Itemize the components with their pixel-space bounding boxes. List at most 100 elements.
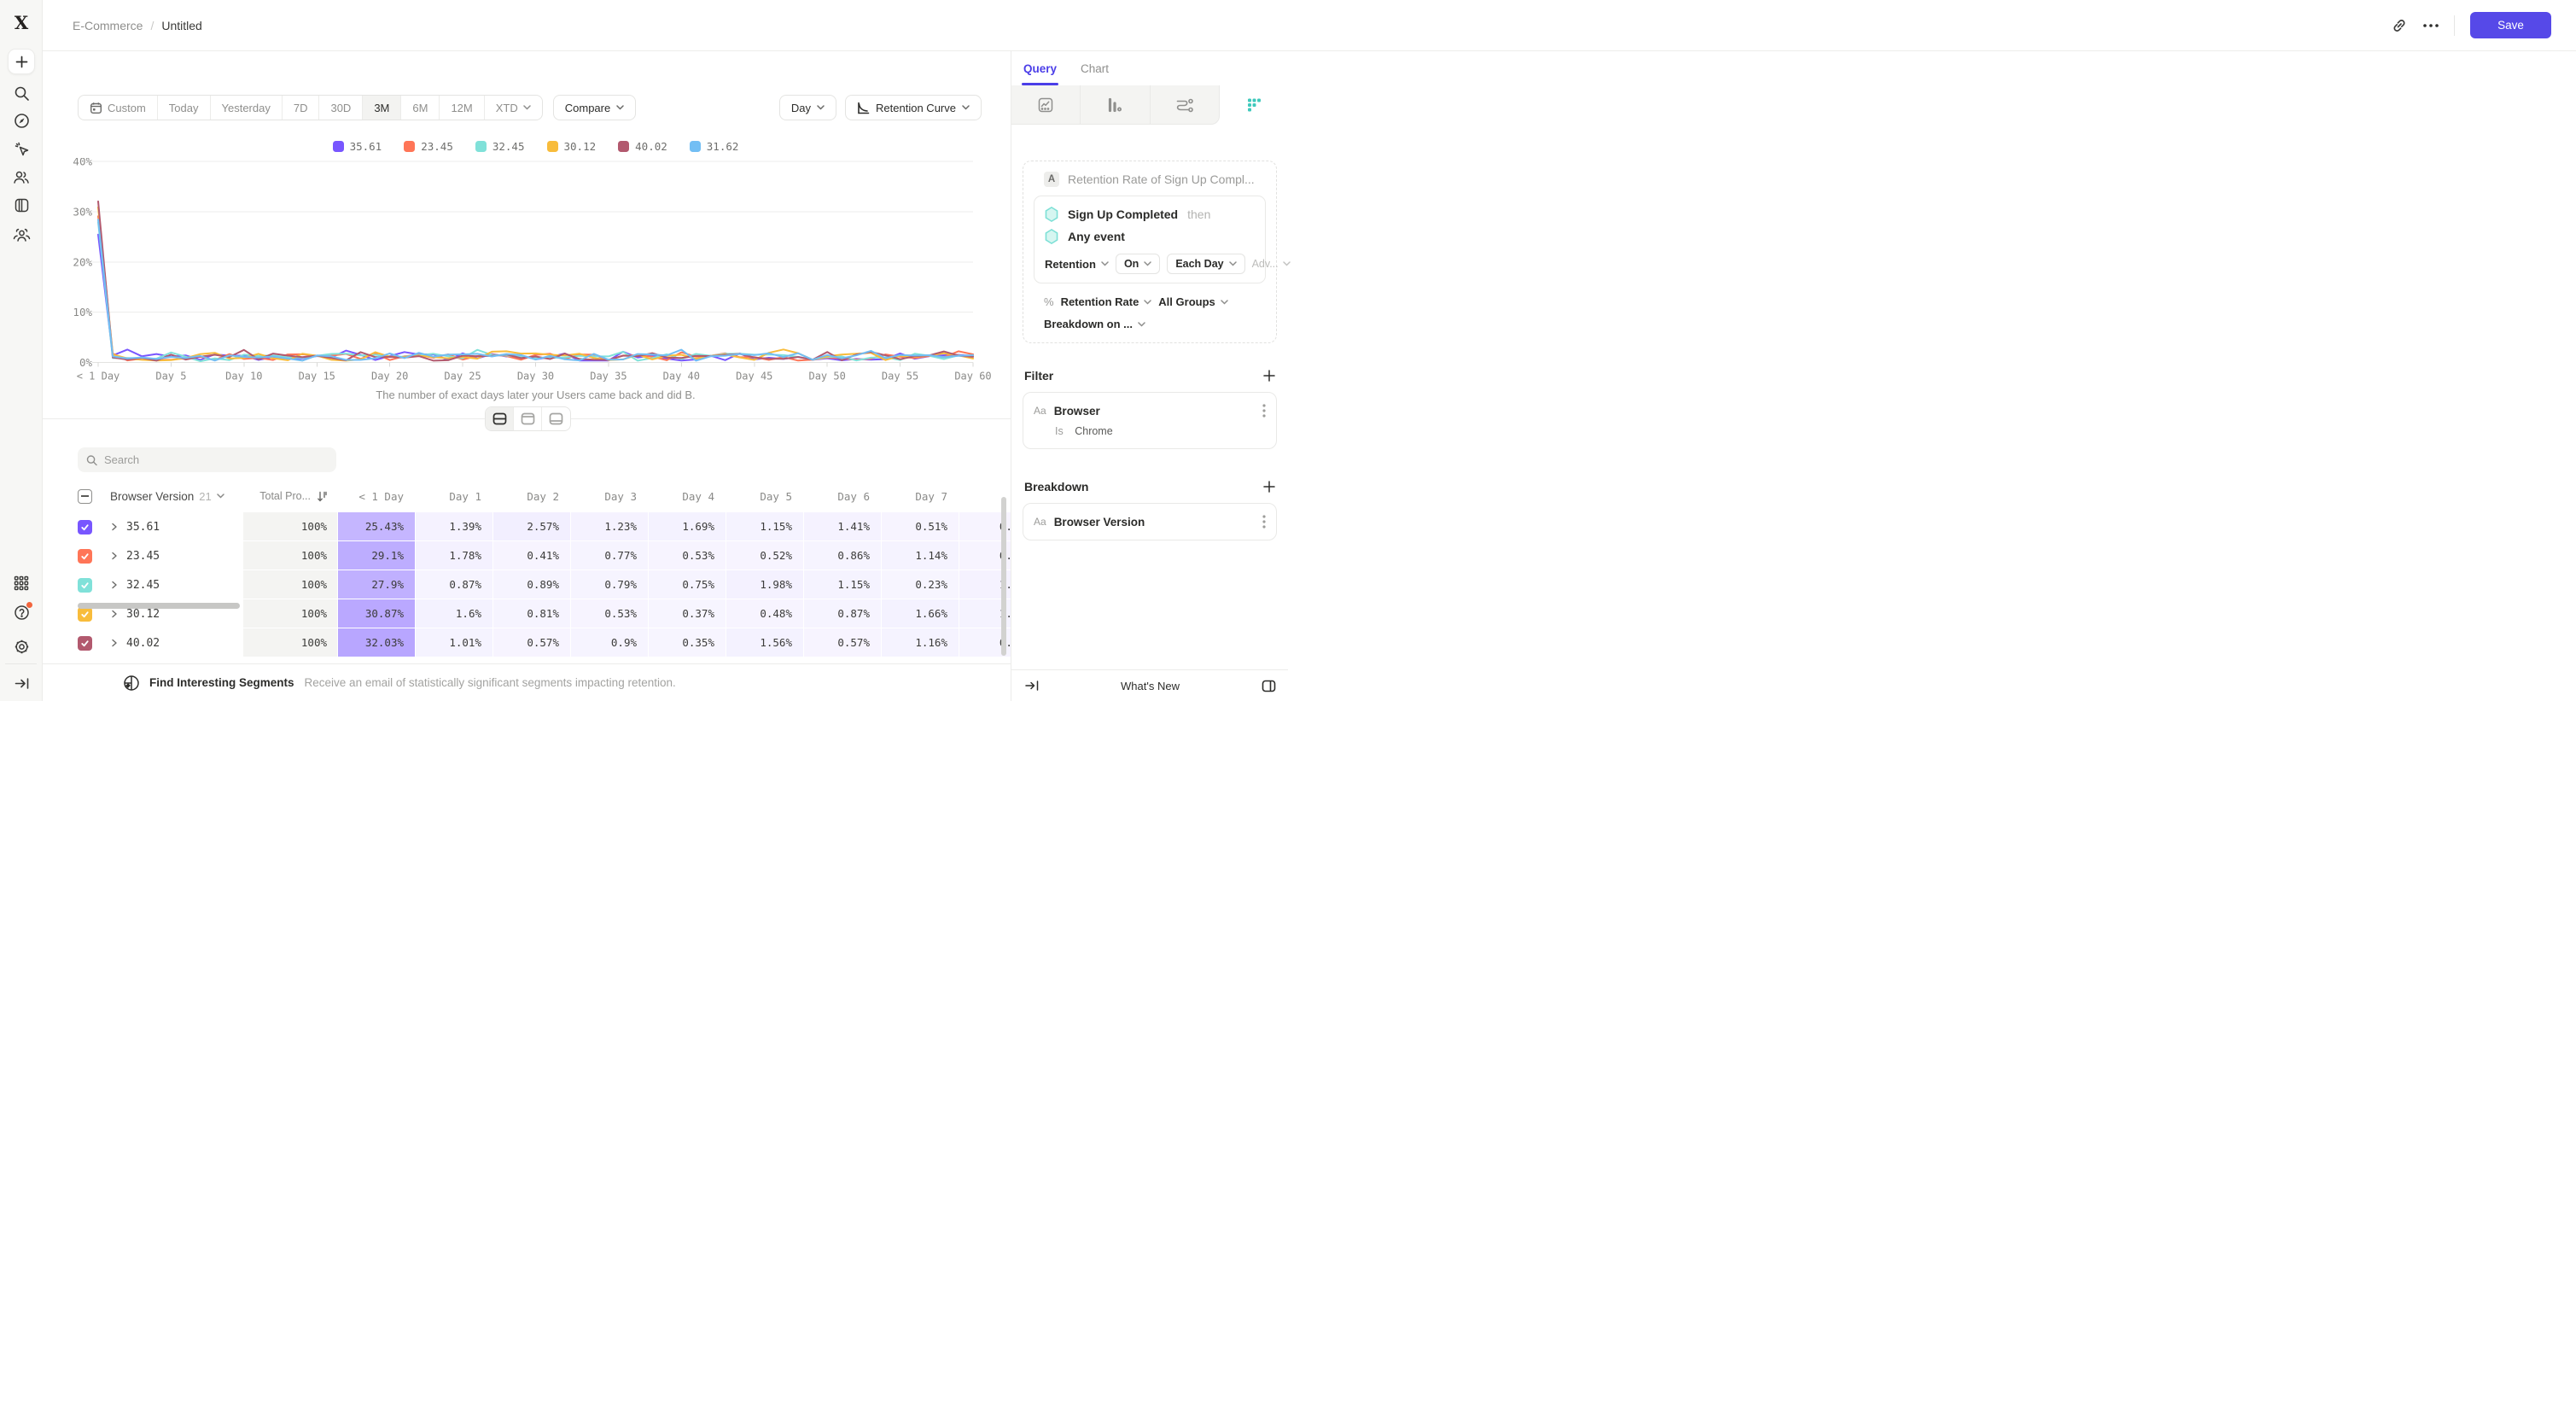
retention-cell[interactable]: 1.01% [415,628,492,657]
sidebar-item-search[interactable] [0,85,43,102]
day-column-header[interactable]: Day 2 [527,489,559,503]
legend-item[interactable]: 30.12 [546,140,596,153]
filter-card[interactable]: Aa Browser Is Chrome [1023,392,1277,449]
day-column-header[interactable]: Day 6 [837,489,870,503]
retention-cell[interactable]: 1.56% [726,628,803,657]
retention-cell[interactable]: 1.15% [726,512,803,541]
group-column-header[interactable]: Browser Version 21 [110,490,243,503]
retention-cell[interactable]: 0.77% [570,541,648,570]
retention-cell[interactable]: 1.69% [648,512,726,541]
view-chart-only-button[interactable] [514,407,542,430]
retention-cell[interactable]: 0.57% [492,628,570,657]
search-input[interactable] [103,453,328,466]
row-checkbox[interactable] [78,548,92,564]
retention-cell[interactable]: 0.53% [570,599,648,628]
measure-dropdown[interactable]: Retention Rate [1061,295,1152,308]
date-range-today[interactable]: Today [158,96,211,120]
breadcrumb-project[interactable]: E-Commerce [73,18,143,32]
more-actions-button[interactable] [2423,23,2439,27]
layout-panes-button[interactable] [1262,680,1276,692]
retention-cell[interactable]: 30.87% [337,599,415,628]
interval-dropdown[interactable]: Each Day [1167,254,1245,274]
retention-cell[interactable]: 0.79% [570,570,648,599]
report-title[interactable]: Untitled [161,18,202,32]
add-filter-button[interactable] [1263,370,1275,382]
retention-cell[interactable]: 1.41% [803,512,881,541]
legend-item[interactable]: 35.61 [332,140,382,153]
retention-cell[interactable]: 0.23% [881,570,959,599]
row-checkbox[interactable] [78,519,92,535]
mixpanel-logo-icon[interactable]: X [14,12,29,33]
day-column-header[interactable]: Day 7 [915,489,947,503]
filter-menu-button[interactable] [1262,404,1266,418]
retention-cell[interactable]: 1.14% [881,541,959,570]
retention-cell[interactable]: 0.75% [648,570,726,599]
tab-chart[interactable]: Chart [1081,62,1110,75]
granularity-dropdown[interactable]: Day [778,95,837,120]
legend-item[interactable]: 23.45 [404,140,453,153]
chart-type-dropdown[interactable]: Retention Curve [845,95,982,120]
sidebar-item-help[interactable] [0,601,43,621]
date-range-6m[interactable]: 6M [401,96,440,120]
legend-item[interactable]: 32.45 [475,140,525,153]
legend-item[interactable]: 31.62 [689,140,738,153]
groups-dropdown[interactable]: All Groups [1158,295,1228,308]
view-table-only-button[interactable] [542,407,570,430]
sidebar-item-cohorts[interactable] [0,227,43,242]
row-checkbox[interactable] [78,577,92,593]
row-expander[interactable] [110,639,119,647]
report-tab-retention[interactable] [1219,85,1288,125]
sidebar-item-discover[interactable] [0,113,43,129]
table-horizontal-scrollbar[interactable] [78,603,240,609]
retention-cell[interactable]: 27.9% [337,570,415,599]
retention-cell[interactable]: 1.39% [415,512,492,541]
day-column-header[interactable]: < 1 Day [358,489,404,503]
date-range-custom[interactable]: Custom [79,96,158,120]
retention-cell[interactable]: 1.16% [881,628,959,657]
retention-cell[interactable]: 1.98% [726,570,803,599]
breakdown-card[interactable]: Aa Browser Version [1023,503,1277,540]
date-range-12m[interactable]: 12M [440,96,485,120]
sidebar-item-events[interactable] [0,141,43,157]
day-column-header[interactable]: Day 3 [604,489,637,503]
retention-cell[interactable]: 0.9% [570,628,648,657]
retention-cell[interactable]: 0.41% [492,541,570,570]
view-split-button[interactable] [486,407,514,430]
sidebar-item-apps[interactable] [0,575,43,591]
retention-cell[interactable]: 29.1% [337,541,415,570]
report-tab-flows[interactable] [1150,85,1220,125]
report-tab-insights[interactable] [1011,85,1081,125]
sidebar-item-boards[interactable] [0,197,43,213]
retention-cell[interactable]: 25.43% [337,512,415,541]
day-column-header[interactable]: Day 5 [760,489,792,503]
collapse-panel-button[interactable] [1025,680,1039,692]
row-checkbox[interactable] [78,606,92,622]
breakdown-on-dropdown[interactable]: Breakdown on ... [1044,318,1145,330]
sidebar-item-settings[interactable] [0,639,43,655]
retention-cell[interactable]: 0.53% [648,541,726,570]
day-column-header[interactable]: Day 1 [449,489,481,503]
create-button[interactable] [8,49,35,74]
date-range-3m[interactable]: 3M [363,96,402,120]
retention-cell[interactable]: 1.78% [415,541,492,570]
whats-new-link[interactable]: What's New [1121,679,1180,692]
retention-cell[interactable]: 0.52% [726,541,803,570]
retention-cell[interactable]: 0.57% [803,628,881,657]
retention-cell[interactable]: 0.81% [492,599,570,628]
retention-cell[interactable]: 0.89% [492,570,570,599]
select-all-checkbox[interactable] [78,488,92,504]
advanced-dropdown[interactable]: Adv... [1252,258,1291,270]
row-expander[interactable] [110,552,119,560]
retention-cell[interactable]: 0.87% [415,570,492,599]
retention-cell[interactable]: 1.15% [803,570,881,599]
first-event-row[interactable]: Sign Up Completed then [1045,203,1255,225]
return-event-row[interactable]: Any event [1045,225,1255,248]
row-checkbox[interactable] [78,635,92,651]
sidebar-item-users[interactable] [0,169,43,185]
compare-button[interactable]: Compare [552,95,637,120]
retention-cell[interactable]: 0.35% [648,628,726,657]
total-column-header[interactable]: Total Pro... [243,490,337,502]
retention-cell[interactable]: 0.87% [803,599,881,628]
retention-type-dropdown[interactable]: Retention [1045,258,1109,271]
date-range-yesterday[interactable]: Yesterday [211,96,283,120]
